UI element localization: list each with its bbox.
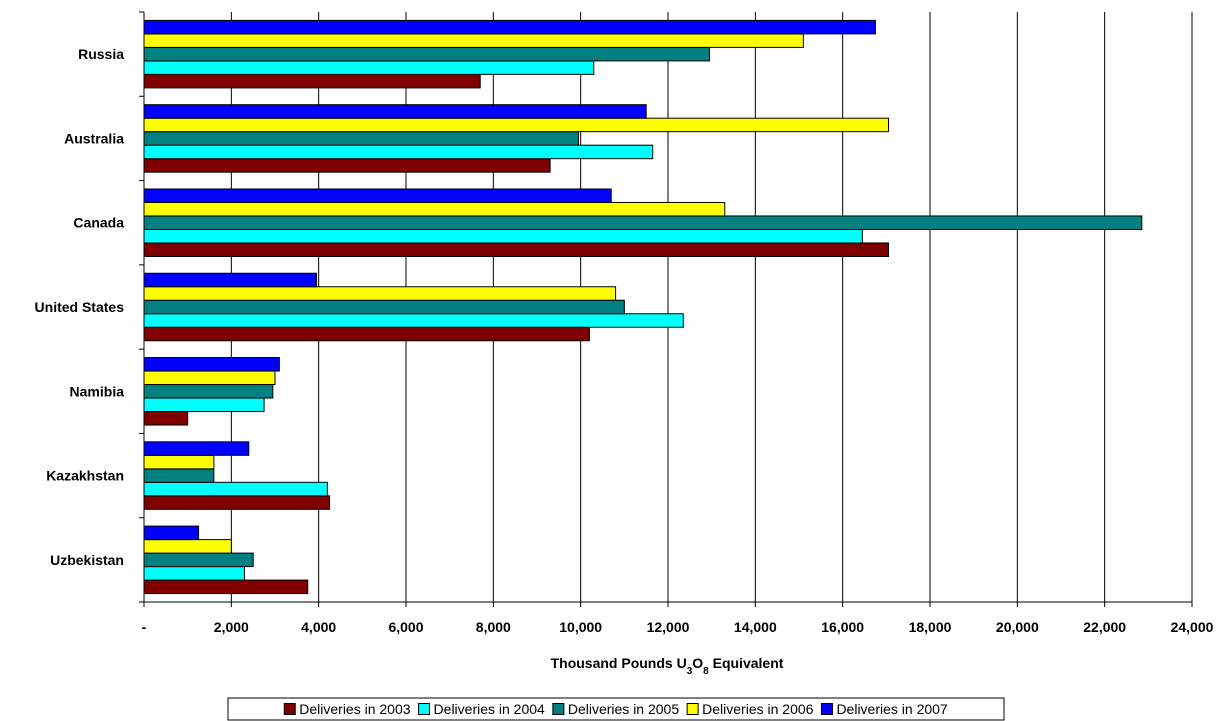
- bar: [143, 286, 617, 301]
- x-axis-label-sub1: 3: [687, 666, 693, 677]
- bar: [143, 566, 245, 581]
- category-label: Australia: [64, 130, 124, 146]
- x-tick-label: 20,000: [996, 619, 1039, 635]
- bar: [143, 131, 579, 146]
- bar: [143, 384, 274, 399]
- bar: [143, 441, 250, 456]
- bar: [143, 228, 863, 244]
- x-axis-label-sub2: 8: [703, 666, 709, 677]
- x-tick-label: -: [142, 619, 147, 635]
- bar: [143, 201, 726, 217]
- bar: [143, 525, 200, 541]
- bar: [143, 552, 254, 568]
- bar: [143, 215, 1143, 230]
- bar: [143, 539, 232, 554]
- bar: [143, 46, 710, 62]
- bar: [143, 299, 625, 315]
- category-label: Russia: [78, 46, 124, 62]
- x-tick-label: 14,000: [734, 619, 777, 635]
- bar: [143, 117, 890, 133]
- bar: [143, 326, 590, 342]
- bar: [143, 19, 876, 35]
- bar: [143, 397, 265, 413]
- legend-label: Deliveries in 2005: [568, 701, 679, 717]
- x-tick-label: 16,000: [821, 619, 864, 635]
- category-label: United States: [35, 299, 125, 315]
- legend: Deliveries in 2003 Deliveries in 2004 Deli…: [227, 697, 1005, 721]
- legend-label: Deliveries in 2006: [702, 701, 813, 717]
- bar: [143, 481, 328, 497]
- bar: [143, 104, 647, 119]
- x-axis-label-main: Thousand Pounds U: [551, 655, 687, 671]
- bars: [143, 19, 1143, 595]
- x-tick-label: 12,000: [647, 619, 690, 635]
- x-tick-label: 8,000: [476, 619, 511, 635]
- bar: [143, 188, 612, 203]
- x-tick-label: 24,000: [1171, 619, 1214, 635]
- x-tick-label: 10,000: [559, 619, 602, 635]
- bar: [143, 272, 317, 288]
- x-tick-label: 4,000: [301, 619, 336, 635]
- axes: [139, 11, 1193, 607]
- x-tick-label: 22,000: [1083, 619, 1126, 635]
- bar: [143, 468, 215, 483]
- category-label: Canada: [73, 215, 124, 231]
- category-label: Namibia: [70, 383, 125, 399]
- category-label: Kazakhstan: [46, 468, 124, 484]
- legend-swatch: [552, 703, 565, 715]
- bar: [143, 357, 280, 372]
- category-labels: Russia Australia Canada United States Namibi…: [35, 46, 125, 568]
- bar: [143, 579, 309, 595]
- legend-label: Deliveries in 2007: [836, 701, 947, 717]
- legend-swatch: [283, 703, 296, 715]
- x-axis-label-mid: O: [692, 655, 703, 671]
- bar: [143, 73, 481, 89]
- legend-swatch: [820, 703, 833, 715]
- x-axis-label: Thousand Pounds U3O8 Equivalent: [551, 655, 784, 677]
- legend-swatch: [418, 703, 431, 715]
- bar: [143, 242, 890, 257]
- legend-label: Deliveries in 2004: [434, 701, 545, 717]
- x-tick-labels: - 2,000 4,000 6,000 8,000 10,000 12,000 14,000 1…: [142, 619, 1214, 635]
- bar: [143, 158, 551, 173]
- bar: [143, 370, 276, 386]
- bar: [143, 313, 684, 328]
- category-label: Uzbekistan: [50, 552, 124, 568]
- bar: [143, 495, 331, 510]
- bar: [143, 60, 595, 75]
- bar: [143, 454, 215, 470]
- x-tick-label: 2,000: [214, 619, 249, 635]
- bar: [143, 144, 654, 160]
- x-tick-label: 18,000: [909, 619, 952, 635]
- bar: [143, 411, 189, 426]
- legend-label: Deliveries in 2003: [299, 701, 410, 717]
- bar: [143, 33, 804, 48]
- x-tick-label: 6,000: [388, 619, 423, 635]
- legend-swatch: [686, 703, 699, 715]
- x-axis-label-tail: Equivalent: [709, 655, 784, 671]
